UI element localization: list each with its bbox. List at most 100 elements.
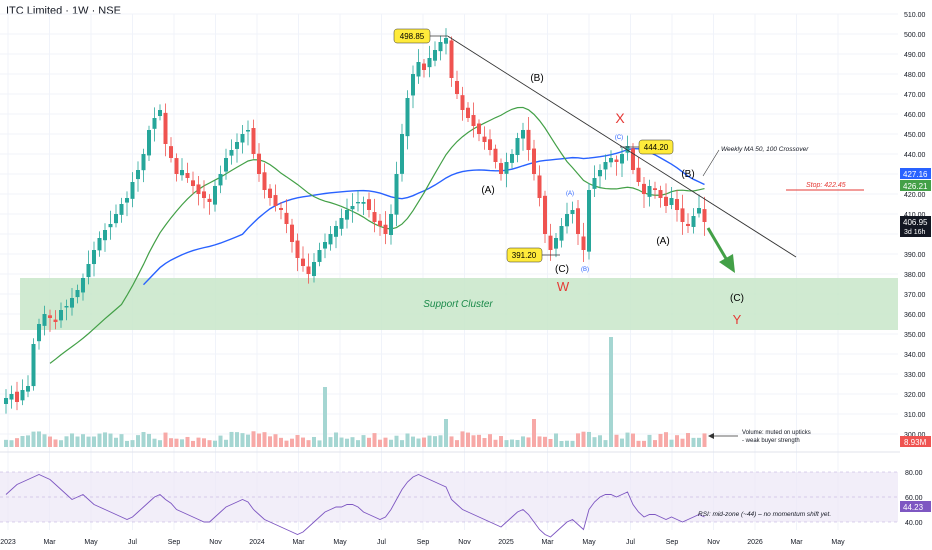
candle-body (262, 172, 267, 190)
volume-bar (532, 419, 536, 447)
candle-body (554, 238, 558, 249)
price-tick: 450.00 (904, 132, 926, 139)
candle-body (510, 154, 514, 163)
price-tick: 420.00 (904, 192, 926, 199)
volume-bar (9, 440, 14, 447)
candle-body (620, 154, 624, 164)
volume-bar (130, 440, 135, 447)
candle-body (460, 95, 465, 110)
candle-body (592, 178, 597, 189)
candle-body (323, 242, 327, 249)
candle-body (4, 398, 8, 404)
volume-bar (592, 437, 597, 447)
volume-bar (273, 434, 278, 447)
time-axis[interactable]: 2023 Mar May Jul Sep Nov 2024 Mar May Jul Sep Nov 20… (0, 539, 845, 546)
volume-bar (620, 438, 624, 447)
candle-body (152, 118, 157, 129)
low-badge: 391.20 (506, 247, 560, 263)
volume-bar (97, 433, 102, 447)
price-tick: 460.00 (904, 112, 926, 119)
volume-badge: 8.93M (900, 436, 931, 447)
candle-body (103, 230, 107, 241)
svg-text:406.95: 406.95 (903, 218, 928, 227)
candle-body (59, 310, 63, 321)
grid (0, 13, 898, 530)
volume-bar (378, 439, 382, 447)
volume-bar (427, 435, 432, 447)
candle-body (185, 172, 190, 178)
candle-body (31, 344, 36, 387)
volume-bar (224, 439, 228, 447)
candle-body (42, 314, 47, 326)
price-tick: 410.00 (904, 212, 926, 219)
candle-body (521, 130, 525, 139)
candle-body (213, 186, 217, 205)
candle-body (9, 394, 14, 400)
candle-body (268, 188, 272, 198)
candle-body (702, 209, 707, 222)
volume-bar (53, 439, 58, 447)
volume-bar (64, 436, 69, 447)
candle-body (114, 214, 118, 224)
candle-body (279, 207, 283, 210)
candle-body (444, 38, 448, 44)
candle-body (235, 142, 239, 149)
volume-bar (147, 433, 151, 447)
volume-bar (48, 436, 52, 447)
volume-bar (576, 433, 580, 447)
candle-body (400, 134, 404, 174)
rsi-axis[interactable]: 80.00 60.00 40.00 (905, 470, 923, 527)
price-tick: 330.00 (904, 372, 926, 379)
svg-text:426.21: 426.21 (903, 182, 928, 191)
volume-bar (625, 432, 630, 447)
svg-text:44.23: 44.23 (903, 503, 924, 512)
volume-bar (174, 438, 179, 447)
time-tick: Nov (458, 539, 471, 546)
candle-body (680, 208, 685, 222)
candle-body (543, 195, 547, 234)
volume-bar (334, 432, 338, 447)
candle-body (394, 174, 399, 215)
wave-c1: (C) (555, 264, 569, 275)
volume-bar (339, 437, 344, 447)
time-tick: Mar (43, 539, 56, 546)
candle-body (295, 240, 300, 258)
svg-text:391.20: 391.20 (512, 251, 537, 260)
ma-blue-badge: 427.16 (900, 168, 931, 179)
candle-body (488, 139, 492, 150)
candle-body (477, 123, 481, 134)
volume-bar (372, 433, 377, 447)
time-tick: 2023 (0, 539, 16, 546)
volume-bar (202, 438, 206, 447)
volume-bar (86, 436, 91, 447)
time-tick: Sep (168, 539, 181, 546)
candle-body (125, 198, 129, 203)
volume-bar (433, 436, 437, 447)
volume-bar (81, 434, 85, 447)
candle-body (493, 148, 498, 162)
svg-text:3d 16h: 3d 16h (904, 229, 926, 236)
candle-body (499, 163, 503, 174)
wave-c-small: (C) (615, 135, 623, 141)
volume-bar (328, 437, 333, 447)
candle-body (37, 324, 41, 342)
volume-bar (218, 435, 223, 447)
volume-bar (136, 435, 140, 447)
candle-body (361, 202, 366, 204)
rsi-tick: 80.00 (905, 470, 923, 477)
price-tick: 440.00 (904, 152, 926, 159)
candle-body (581, 236, 586, 250)
volume-bars (4, 337, 707, 447)
volume-bar (587, 431, 591, 447)
volume-note-arrowhead (708, 433, 714, 439)
svg-text:8.93M: 8.93M (904, 438, 927, 447)
time-tick: Mar (541, 539, 554, 546)
candle-body (147, 130, 151, 156)
candle-body (174, 158, 179, 174)
projection-arrow (706, 227, 735, 273)
time-tick: Nov (209, 539, 222, 546)
candle-body (26, 386, 30, 392)
candle-body (328, 234, 333, 245)
ma-crossover-note: Weekly MA 50, 100 Crossover (721, 146, 809, 153)
